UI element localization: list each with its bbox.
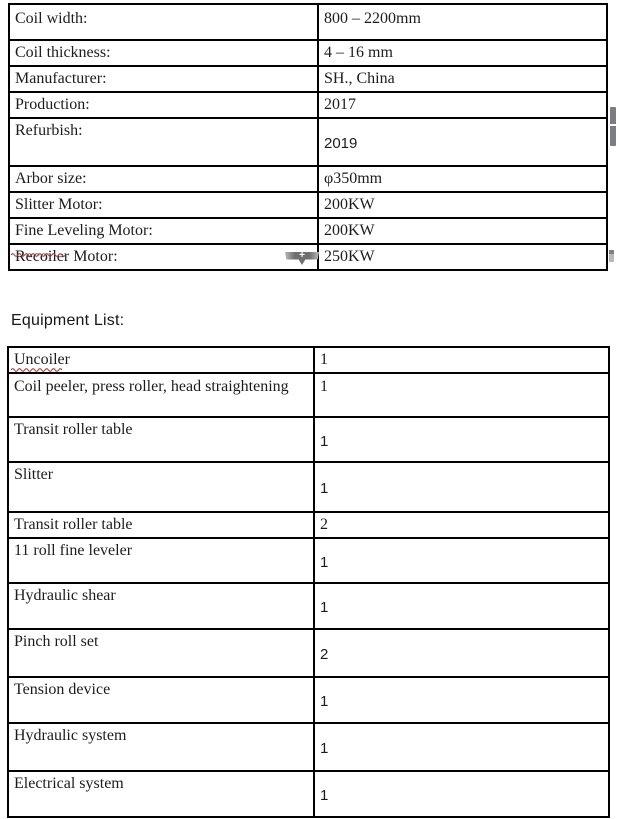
spec-value: φ350mm — [317, 165, 608, 193]
plus-icon: + — [299, 250, 305, 261]
equipment-item: Pinch roll set — [7, 628, 315, 678]
equipment-qty: 1 — [313, 722, 610, 772]
spec-value: 200KW — [317, 217, 608, 245]
table-row: Arbor size: φ350mm — [8, 165, 608, 193]
equipment-item: Tension device — [7, 676, 315, 724]
equipment-item: Uncoiler — [7, 346, 315, 374]
spec-table: Coil width: 800 – 2200mm Coil thickness:… — [8, 3, 608, 271]
table-row: Transit roller table 2 — [7, 511, 610, 539]
table-row: Coil thickness: 4 – 16 mm — [8, 39, 608, 67]
spec-value: 2017 — [317, 91, 608, 119]
table-row: Coil width: 800 – 2200mm — [8, 3, 608, 41]
table-row: Production: 2017 — [8, 91, 608, 119]
equipment-qty: 1 — [313, 461, 610, 513]
equipment-list-heading: Equipment List: — [11, 312, 125, 329]
equipment-item: Coil peeler, press roller, head straight… — [7, 372, 315, 418]
equipment-qty: 1 — [313, 416, 610, 463]
equipment-table: Uncoiler 1 Coil peeler, press roller, he… — [7, 346, 610, 818]
spec-label: Manufacturer: — [8, 65, 319, 93]
spec-value: 200KW — [317, 191, 608, 219]
table-row: 11 roll fine leveler 1 — [7, 537, 610, 584]
equipment-qty: 2 — [313, 511, 610, 539]
equipment-item: Electrical system — [7, 770, 315, 818]
spec-value: 2019 — [317, 117, 608, 167]
table-row: Tension device 1 — [7, 676, 610, 724]
equipment-item: Hydraulic shear — [7, 582, 315, 630]
equipment-qty: 1 — [313, 582, 610, 630]
table-row: Recoiler Motor: 250KW — [8, 243, 608, 271]
equipment-qty: 1 — [313, 770, 610, 818]
equipment-qty: 1 — [313, 346, 610, 374]
table-row: Electrical system 1 — [7, 770, 610, 818]
scrollbar-bottom-fragment — [609, 250, 614, 262]
spec-label: Recoiler Motor: — [8, 243, 319, 271]
equipment-item: 11 roll fine leveler — [7, 537, 315, 584]
table-row: Slitter 1 — [7, 461, 610, 513]
table-row: Manufacturer: SH., China — [8, 65, 608, 93]
spec-value: 250KW — [317, 243, 608, 271]
spec-label: Refurbish: — [8, 117, 319, 167]
table-row: Transit roller table 1 — [7, 416, 610, 463]
table-row: Refurbish: 2019 — [8, 117, 608, 167]
equipment-item: Hydraulic system — [7, 722, 315, 772]
spec-label: Fine Leveling Motor: — [8, 217, 319, 245]
equipment-qty: 2 — [313, 628, 610, 678]
equipment-qty: 1 — [313, 676, 610, 724]
equipment-qty: 1 — [313, 372, 610, 418]
spec-label: Slitter Motor: — [8, 191, 319, 219]
spec-value: 800 – 2200mm — [317, 3, 608, 41]
spec-label: Arbor size: — [8, 165, 319, 193]
table-row: Coil peeler, press roller, head straight… — [7, 372, 610, 418]
table-row: Hydraulic shear 1 — [7, 582, 610, 630]
spec-value: 4 – 16 mm — [317, 39, 608, 67]
spec-label: Coil width: — [8, 3, 319, 41]
spec-label: Production: — [8, 91, 319, 119]
table-row: Pinch roll set 2 — [7, 628, 610, 678]
equipment-item: Transit roller table — [7, 511, 315, 539]
scrollbar-thumb[interactable] — [610, 107, 616, 146]
table-row: Hydraulic system 1 — [7, 722, 610, 772]
equipment-qty: 1 — [313, 537, 610, 584]
spec-label: Coil thickness: — [8, 39, 319, 67]
table-row: Uncoiler 1 — [7, 346, 610, 374]
spec-value: SH., China — [317, 65, 608, 93]
equipment-item: Slitter — [7, 461, 315, 513]
table-row: Slitter Motor: 200KW — [8, 191, 608, 219]
equipment-item: Transit roller table — [7, 416, 315, 463]
table-row: Fine Leveling Motor: 200KW — [8, 217, 608, 245]
